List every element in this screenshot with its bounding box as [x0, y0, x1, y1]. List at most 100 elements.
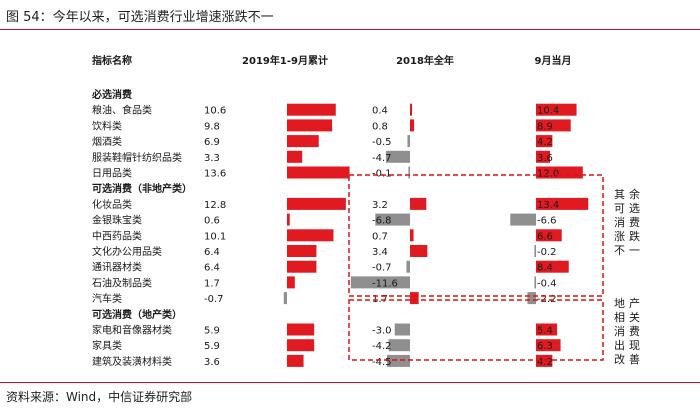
- bar: [410, 197, 427, 210]
- bar: [394, 323, 410, 336]
- bar: [287, 354, 304, 367]
- bar: [406, 260, 410, 273]
- row-label: 饮料类: [92, 119, 122, 132]
- row-label: 家电和音像器材类: [92, 324, 172, 337]
- annotation-property: 地产相关消费出现改善: [614, 296, 644, 366]
- section-label: 必选消费: [91, 88, 132, 101]
- bar: [410, 245, 428, 257]
- row-label: 金银珠宝类: [92, 214, 142, 227]
- data-label: 1.7: [372, 294, 388, 305]
- data-label: 5.9: [204, 326, 220, 337]
- data-label: 13.6: [204, 169, 226, 180]
- section-label: 可选消费（地产类）: [92, 308, 182, 321]
- highlight-box-property: [348, 299, 604, 361]
- bar: [287, 260, 317, 273]
- data-label: -0.5: [372, 137, 392, 148]
- data-label: 6.4: [204, 263, 220, 274]
- row-label: 文化办公用品类: [92, 245, 162, 258]
- bar: [388, 339, 410, 352]
- bottom-rule: [0, 382, 700, 383]
- data-label: 0.8: [372, 121, 388, 132]
- data-label: 3.4: [372, 247, 388, 258]
- row-label: 日用品类: [92, 167, 132, 180]
- data-label: 3.3: [204, 153, 220, 164]
- column-header-indicator: 指标名称: [92, 54, 132, 67]
- row-label: 汽车类: [92, 292, 122, 305]
- data-label: 6.6: [537, 231, 553, 242]
- data-label: -11.6: [372, 278, 398, 289]
- data-label: 12.8: [204, 200, 226, 211]
- data-label: 10.4: [537, 106, 559, 117]
- data-label: 3.2: [372, 200, 388, 211]
- bar: [536, 166, 583, 179]
- bar: [536, 135, 553, 148]
- data-label: 4.2: [537, 357, 553, 368]
- bar: [410, 119, 415, 132]
- bar: [287, 103, 336, 116]
- bar: [375, 213, 410, 226]
- row-label: 粮油、食品类: [92, 104, 152, 117]
- data-label: -0.1: [372, 169, 392, 180]
- bar: [287, 150, 303, 163]
- bar: [536, 103, 577, 116]
- bar: [287, 229, 334, 242]
- bar: [287, 339, 315, 352]
- data-label: 10.6: [204, 106, 226, 117]
- data-label: 6.9: [204, 137, 220, 148]
- data-label: -4.7: [372, 153, 392, 164]
- data-label: 12.0: [537, 169, 559, 180]
- highlight-box-non-property: [348, 174, 604, 297]
- top-rule: [0, 29, 700, 30]
- data-label: 0.7: [372, 231, 388, 242]
- data-label: -2.2: [537, 294, 557, 305]
- bar: [287, 245, 317, 257]
- bar: [410, 229, 414, 242]
- bar: [536, 260, 569, 273]
- row-label: 烟酒类: [92, 135, 122, 148]
- section-label: 可选消费（非地产类）: [92, 182, 192, 195]
- data-label: 3.6: [537, 153, 553, 164]
- data-label: -0.7: [372, 263, 392, 274]
- bar: [287, 197, 346, 210]
- row-label: 服装鞋帽针纺织品类: [92, 151, 182, 164]
- data-label: -6.8: [372, 216, 392, 227]
- data-label: 1.7: [204, 278, 220, 289]
- bar: [407, 135, 410, 148]
- row-label: 建筑及装潢材料类: [92, 355, 172, 368]
- data-label: 0.4: [372, 106, 388, 117]
- row-label: 中西药品类: [92, 229, 142, 242]
- bar: [536, 119, 571, 132]
- data-label: 8.4: [537, 263, 553, 274]
- row-label: 家具类: [92, 339, 122, 352]
- bar: [408, 166, 410, 179]
- data-label: -0.4: [537, 278, 557, 289]
- row-label: 通讯器材类: [92, 261, 142, 274]
- data-label: -4.2: [372, 341, 392, 352]
- bar: [410, 103, 413, 116]
- bar: [283, 292, 287, 305]
- panel-title-3: 9月当月: [535, 54, 572, 67]
- bar: [534, 245, 536, 257]
- annotation-non-property: 其余可选消费涨跌不一: [614, 187, 644, 257]
- bar: [536, 339, 561, 352]
- bar: [387, 354, 410, 367]
- data-label: 4.2: [537, 137, 553, 148]
- data-label: 3.6: [204, 357, 220, 368]
- bar: [527, 292, 536, 305]
- data-label: 10.1: [204, 231, 226, 242]
- data-label: 5.9: [204, 341, 220, 352]
- data-label: -6.6: [537, 216, 557, 227]
- data-label: 13.4: [537, 200, 559, 211]
- data-label: -0.2: [537, 247, 557, 258]
- source-note: 资料来源：Wind，中信证券研究部: [6, 390, 193, 404]
- bar: [536, 197, 589, 210]
- data-label: -0.7: [204, 294, 224, 305]
- bar: [534, 276, 536, 289]
- bar: [287, 323, 315, 336]
- bar: [287, 135, 319, 148]
- data-label: 6.3: [537, 341, 553, 352]
- bar: [536, 323, 558, 336]
- bar: [510, 213, 536, 226]
- bar: [536, 354, 553, 367]
